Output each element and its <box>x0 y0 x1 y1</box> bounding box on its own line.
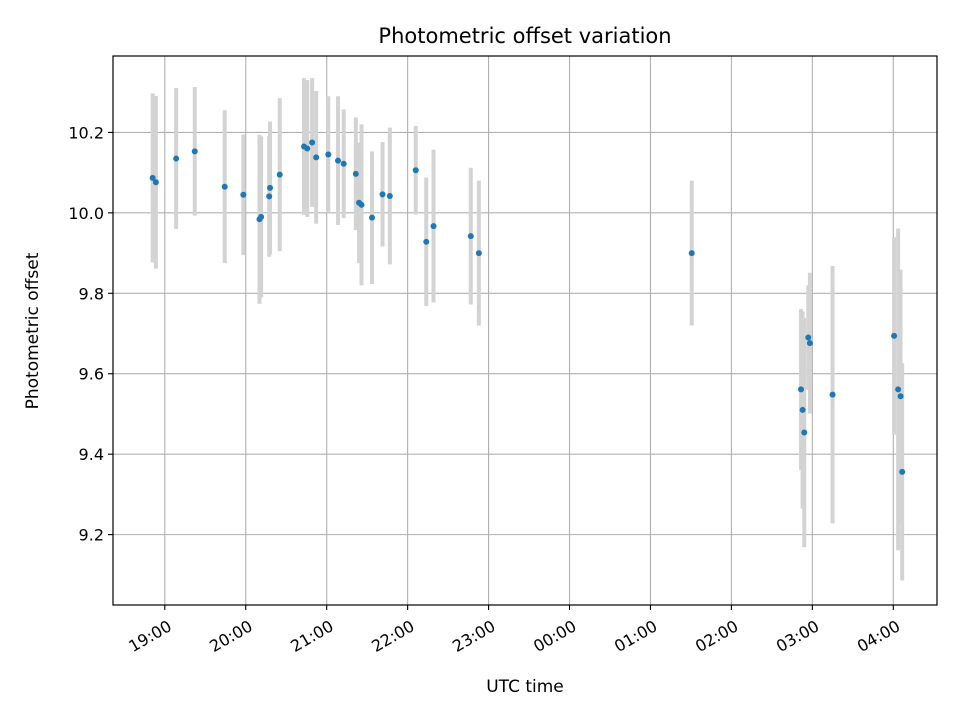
data-point <box>258 213 265 220</box>
data-point <box>358 201 365 208</box>
y-axis-label: Photometric offset <box>23 252 43 409</box>
data-point <box>313 154 320 161</box>
x-tick-label: 19:00 <box>125 616 174 656</box>
data-point <box>423 238 430 245</box>
x-tick-label: 00:00 <box>530 616 579 656</box>
data-point <box>173 155 180 162</box>
data-point <box>891 332 898 339</box>
data-point <box>221 183 228 190</box>
data-point <box>798 386 805 393</box>
data-point <box>895 386 902 393</box>
data-point <box>475 250 482 257</box>
data-point <box>412 167 419 174</box>
data-point <box>340 160 347 167</box>
y-tick-label: 9.4 <box>79 445 104 464</box>
x-tick-label: 23:00 <box>449 616 498 656</box>
y-tick-label: 10.0 <box>68 204 104 223</box>
y-tick-label: 9.2 <box>79 526 104 545</box>
x-tick-label: 01:00 <box>611 616 660 656</box>
plot-frame <box>112 55 938 606</box>
data-points <box>149 139 906 475</box>
x-tick-label: 21:00 <box>287 616 336 656</box>
x-tick-label: 03:00 <box>773 616 822 656</box>
data-point <box>897 393 904 400</box>
data-point <box>806 340 813 347</box>
x-tick-label: 04:00 <box>854 616 903 656</box>
data-point <box>805 334 812 341</box>
data-point <box>335 157 342 164</box>
data-point <box>309 139 316 146</box>
data-point <box>688 250 695 257</box>
data-point <box>430 223 437 230</box>
chart-title: Photometric offset variation <box>378 24 671 48</box>
data-point <box>386 192 393 199</box>
data-point <box>152 179 159 186</box>
data-point <box>267 184 274 191</box>
data-point <box>899 468 906 475</box>
y-tick-label: 10.2 <box>68 123 104 142</box>
data-point <box>149 174 156 181</box>
data-point <box>369 214 376 221</box>
data-point <box>799 406 806 413</box>
data-point <box>352 170 359 177</box>
data-point <box>829 391 836 398</box>
grid-lines <box>113 56 937 605</box>
data-point <box>325 151 332 158</box>
x-tick-label: 20:00 <box>206 616 255 656</box>
data-point <box>467 233 474 240</box>
x-axis-ticks: 19:00 20:00 21:00 22:00 23:00 00:00 01:00 02:00… <box>125 605 903 656</box>
x-axis-label: UTC time <box>486 677 564 697</box>
data-point <box>191 148 198 155</box>
data-point <box>379 191 386 198</box>
y-tick-label: 9.6 <box>79 365 104 384</box>
y-tick-label: 9.8 <box>79 284 104 303</box>
x-tick-label: 22:00 <box>368 616 417 656</box>
x-tick-label: 02:00 <box>692 616 741 656</box>
data-point <box>304 145 311 152</box>
data-point <box>266 193 273 200</box>
data-point <box>240 191 247 198</box>
data-point <box>276 171 283 178</box>
error-bars <box>150 78 905 581</box>
data-point <box>801 429 808 436</box>
y-axis-ticks: 9.2 9.4 9.6 9.8 10.0 10.2 <box>68 123 113 545</box>
